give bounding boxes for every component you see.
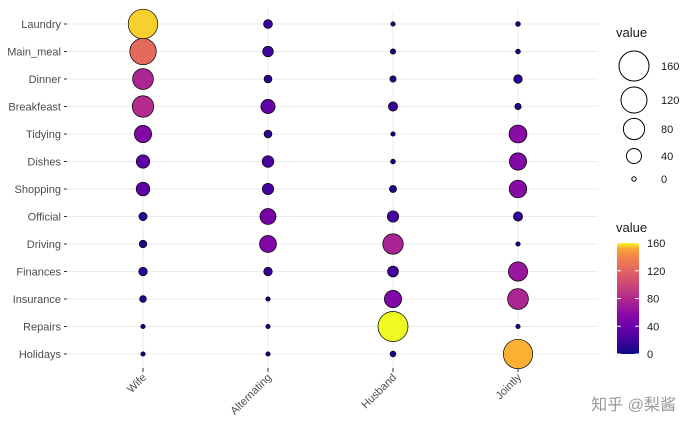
data-point [390, 131, 396, 137]
colorbar-label: 120 [647, 266, 665, 278]
colorbar-label: 40 [647, 321, 659, 333]
y-tick-label: Official [28, 212, 61, 224]
data-point [138, 266, 148, 277]
data-point [135, 181, 151, 197]
data-point [515, 323, 521, 330]
size-legend-label: 120 [661, 95, 679, 107]
data-point [513, 211, 523, 222]
data-point [390, 48, 397, 55]
data-point [390, 158, 396, 165]
data-point [263, 129, 273, 139]
data-points [127, 8, 534, 370]
data-point [508, 179, 528, 199]
data-point [265, 296, 271, 302]
data-point [507, 288, 529, 310]
colorbar-label: 80 [647, 294, 659, 306]
data-point [261, 182, 275, 196]
data-point [263, 19, 273, 29]
x-axis-ticks: Wife Alternating Husband Jointly [125, 368, 524, 417]
x-tick-label: Alternating [228, 372, 274, 418]
data-point [387, 265, 399, 278]
size-legend-key [631, 176, 637, 182]
y-tick-label: Finances [16, 267, 61, 279]
data-point [129, 37, 157, 66]
data-point [514, 103, 522, 110]
data-point [508, 124, 528, 144]
data-point [139, 295, 147, 303]
y-tick-label: Shopping [15, 184, 62, 196]
data-point [502, 338, 534, 370]
data-point [259, 208, 277, 225]
colorbar-label: 160 [647, 238, 665, 250]
data-point [513, 74, 523, 84]
data-point [135, 154, 151, 169]
size-legend-key [626, 148, 642, 164]
size-legend: value 160 120 80 40 0 [616, 25, 679, 186]
data-point [377, 311, 409, 342]
data-point [140, 323, 146, 330]
data-point [259, 235, 277, 253]
y-tick-label: Tidying [26, 129, 61, 141]
data-point [389, 185, 397, 193]
colorbar-label: 0 [647, 349, 653, 361]
y-tick-label: Dishes [27, 157, 61, 169]
data-point [140, 351, 146, 357]
y-tick-label: Laundry [21, 19, 61, 31]
data-point [263, 74, 273, 84]
data-point [389, 350, 397, 358]
data-point [138, 212, 148, 221]
size-legend-key [618, 50, 650, 82]
size-legend-key [620, 86, 648, 114]
data-point [515, 241, 521, 247]
y-tick-label: Main_meal [7, 47, 61, 59]
data-point [132, 68, 154, 90]
data-point [260, 99, 276, 114]
x-tick-label: Husband [359, 372, 399, 412]
y-tick-label: Insurance [13, 294, 61, 306]
data-point [263, 266, 273, 277]
data-point [386, 210, 400, 223]
data-point [261, 155, 275, 168]
y-tick-label: Repairs [23, 322, 61, 334]
size-legend-label: 160 [661, 61, 679, 73]
data-point [131, 95, 155, 118]
y-tick-label: Holidays [19, 349, 62, 361]
size-legend-key [622, 117, 646, 141]
y-tick-label: Dinner [29, 74, 62, 86]
data-point [515, 48, 521, 55]
watermark: 知乎 @梨酱 [591, 396, 676, 414]
data-point [127, 8, 159, 40]
data-point [388, 101, 398, 112]
data-point [508, 261, 528, 282]
data-point [509, 152, 527, 171]
size-legend-label: 40 [661, 151, 673, 163]
size-legend-label: 0 [661, 174, 667, 186]
x-tick-label: Wife [125, 372, 149, 396]
y-axis-ticks: Laundry Main_meal Dinner Breakfeast Tidying D… [7, 19, 67, 361]
data-point [384, 290, 402, 308]
data-point [389, 75, 397, 83]
data-point [138, 239, 148, 249]
color-legend-title: value [616, 220, 647, 235]
data-point [382, 233, 404, 255]
y-tick-label: Driving [27, 239, 61, 251]
data-point [265, 351, 271, 357]
data-point [265, 323, 271, 330]
x-tick-label: Jointly [494, 371, 525, 402]
data-point [390, 21, 396, 27]
size-legend-label: 80 [661, 124, 673, 136]
data-point [134, 125, 152, 143]
size-legend-title: value [616, 25, 647, 40]
colorbar [617, 243, 639, 354]
y-tick-label: Breakfeast [8, 102, 61, 114]
data-point [515, 21, 521, 27]
data-point [262, 45, 274, 58]
